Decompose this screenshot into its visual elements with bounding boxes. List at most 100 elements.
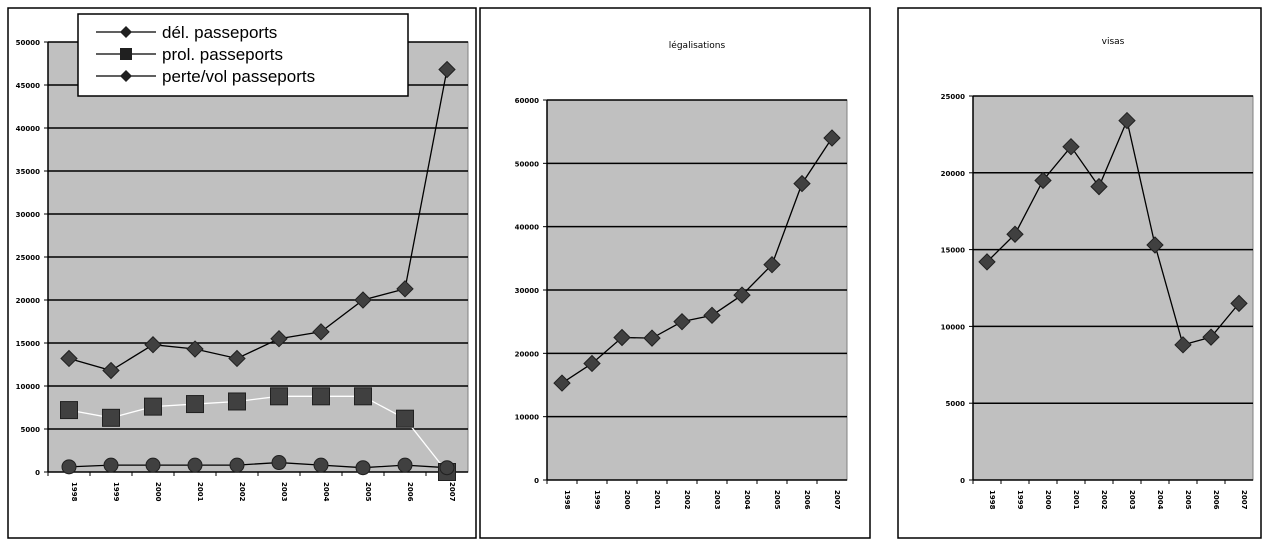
x-tick-label: 2004 (1156, 490, 1164, 510)
data-point (763, 255, 781, 274)
x-tick-label: 1998 (70, 482, 78, 502)
y-tick-label: 10000 (16, 383, 40, 391)
data-point (229, 457, 245, 473)
plot-area (972, 95, 1254, 481)
chart-title: légalisations (669, 40, 726, 51)
series-line (561, 137, 833, 384)
y-tick-label: 0 (960, 477, 965, 485)
legend-label: perte/vol passeports (162, 67, 315, 86)
x-tick-label: 2004 (743, 490, 751, 510)
series-line (986, 118, 1240, 346)
data-point (823, 129, 841, 147)
data-point (1090, 177, 1108, 196)
y-tick-label: 15000 (16, 340, 40, 348)
x-tick-label: 1999 (1016, 490, 1024, 510)
y-tick-label: 10000 (515, 414, 539, 422)
data-point (397, 457, 413, 473)
data-point (703, 306, 721, 325)
x-tick-label: 2007 (1240, 490, 1248, 510)
y-tick-label: 40000 (16, 125, 40, 133)
x-tick-label: 2006 (803, 490, 811, 510)
data-point (186, 340, 204, 358)
data-point (438, 60, 456, 79)
x-tick-label: 1999 (593, 490, 601, 510)
y-tick-label: 45000 (16, 82, 40, 90)
data-point (228, 392, 246, 411)
legend-label: prol. passeports (162, 45, 283, 64)
data-point (673, 312, 691, 331)
y-tick-label: 5000 (946, 400, 966, 408)
data-point (354, 291, 372, 309)
data-point (583, 354, 601, 373)
data-point (312, 387, 330, 406)
series-line (68, 461, 448, 469)
data-point (270, 329, 288, 348)
y-tick-label: 30000 (16, 211, 40, 219)
x-tick-label: 1998 (988, 490, 996, 510)
series-line (68, 395, 448, 473)
x-tick-label: 2002 (1100, 490, 1108, 510)
y-tick-label: 35000 (16, 168, 40, 176)
x-tick-label: 1998 (563, 490, 571, 510)
data-point (313, 457, 329, 473)
chart-1: 0 5000 10000 15000 20000 25000 30000 35000 40000… (7, 7, 477, 539)
data-point (1146, 236, 1164, 254)
y-tick-label: 40000 (515, 224, 539, 232)
y-tick-label: 15000 (941, 247, 965, 255)
data-point (102, 408, 120, 427)
x-tick-label: 2000 (1044, 490, 1052, 510)
legend-marker (120, 26, 132, 38)
legend-box (77, 13, 409, 97)
data-point (1202, 328, 1220, 346)
data-point (553, 374, 571, 392)
legend: dél. passeports prol. passeports perte/vol… (77, 13, 409, 97)
data-point (1118, 111, 1136, 130)
y-tick-label: 50000 (515, 160, 539, 168)
data-point (354, 387, 372, 406)
data-point (355, 460, 371, 476)
y-tick-label: 25000 (941, 93, 965, 101)
x-tick-label: 2001 (653, 490, 661, 510)
y-tick-label: 20000 (515, 350, 539, 358)
x-tick-label: 2005 (364, 482, 372, 502)
y-tick-label: 25000 (16, 254, 40, 262)
x-tick-label: 2003 (280, 482, 288, 502)
data-point (145, 457, 161, 473)
data-point (144, 397, 162, 416)
data-point (1006, 225, 1024, 243)
data-point (60, 401, 78, 420)
data-point (439, 460, 455, 476)
data-point (793, 174, 811, 193)
data-point (312, 323, 330, 341)
x-tick-label: 2002 (238, 482, 246, 502)
data-point (733, 286, 751, 304)
y-tick-label: 5000 (21, 426, 41, 434)
x-tick-label: 2001 (1072, 490, 1080, 510)
x-tick-label: 2000 (623, 490, 631, 510)
data-point (228, 349, 246, 368)
x-tick-label: 2001 (196, 482, 204, 502)
x-tick-label: 2005 (773, 490, 781, 510)
data-point (1230, 294, 1248, 313)
chart-2: 0 10000 20000 30000 40000 50000 60000 1998 1999 2… (479, 7, 871, 539)
y-tick-label: 50000 (16, 39, 40, 47)
y-tick-label: 0 (534, 477, 539, 485)
legend-marker (120, 48, 132, 60)
y-tick-label: 60000 (515, 97, 539, 105)
x-tick-label: 2003 (713, 490, 721, 510)
y-tick-label: 30000 (515, 287, 539, 295)
y-tick-label: 10000 (941, 323, 965, 331)
x-tick-label: 2002 (683, 490, 691, 510)
data-point (396, 409, 414, 428)
data-point (144, 336, 162, 354)
data-point (1062, 137, 1080, 156)
data-point (60, 349, 78, 368)
data-point (613, 328, 631, 347)
data-point (102, 361, 120, 380)
x-tick-label: 2000 (154, 482, 162, 502)
x-tick-label: 2007 (833, 490, 841, 510)
y-tick-label: 0 (35, 469, 40, 477)
x-tick-label: 2006 (1212, 490, 1220, 510)
data-point (1034, 171, 1052, 190)
